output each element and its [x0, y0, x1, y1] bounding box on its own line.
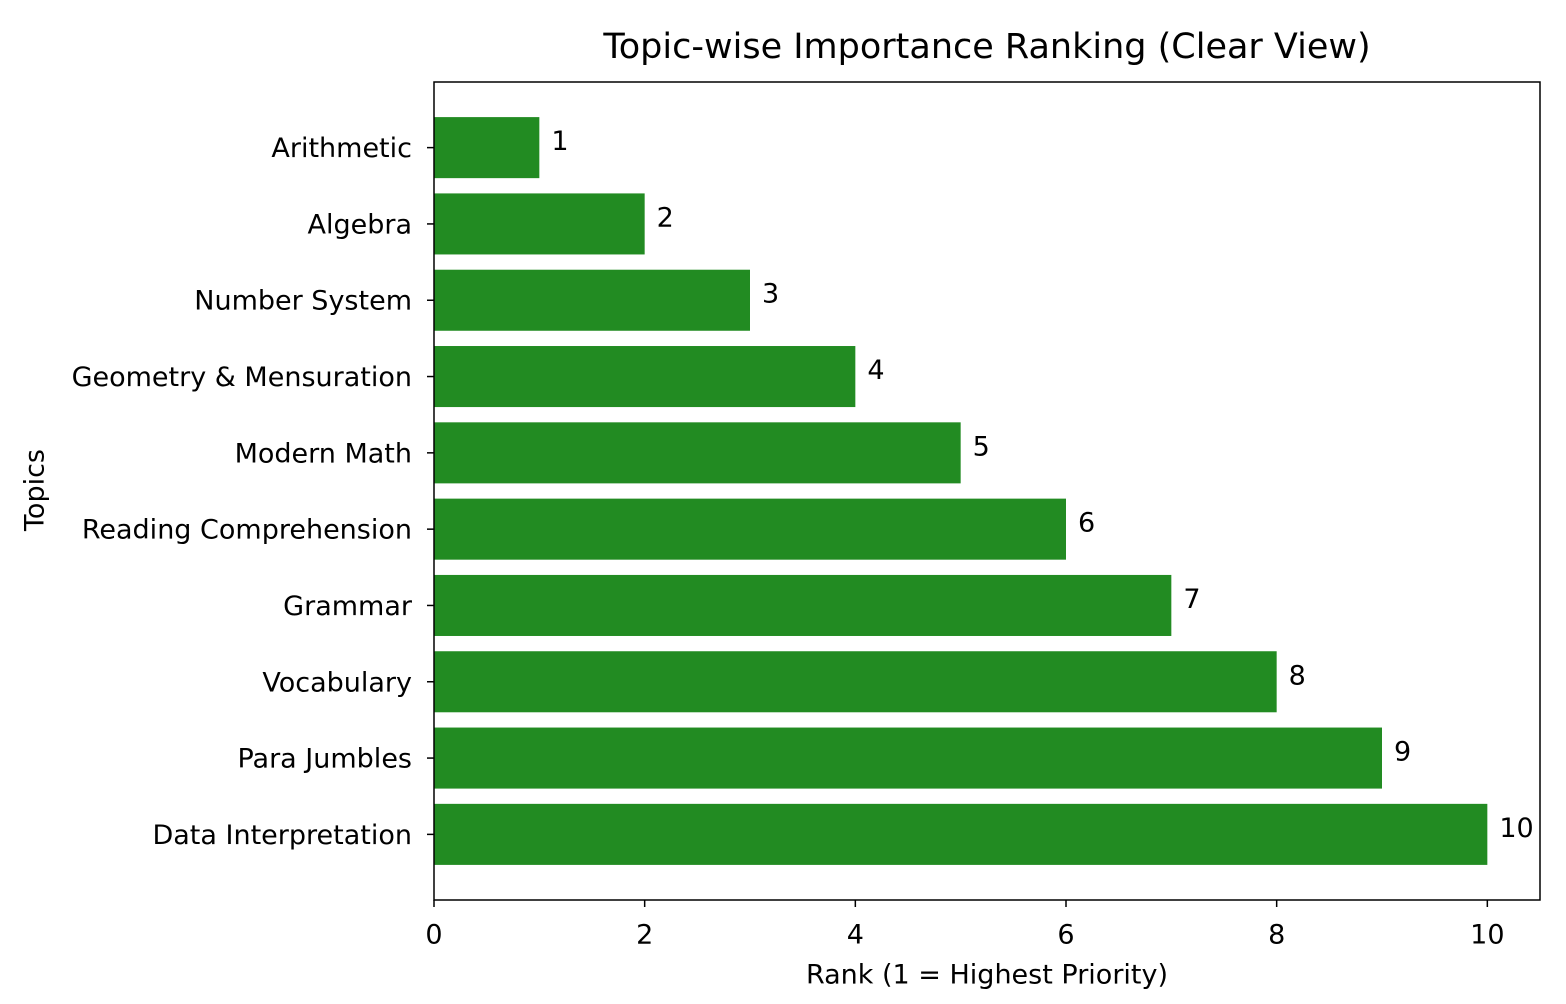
x-tick-label: 4 — [847, 920, 864, 951]
bar — [434, 727, 1382, 789]
bar — [434, 422, 961, 484]
y-axis-label: Topics — [20, 449, 51, 532]
bar — [434, 269, 750, 331]
data-label: 4 — [867, 355, 884, 386]
x-tick-label: 8 — [1268, 920, 1285, 951]
y-tick-label: Reading Comprehension — [82, 515, 412, 546]
data-label: 10 — [1499, 813, 1533, 844]
bar — [434, 193, 645, 255]
x-tick-label: 2 — [636, 920, 653, 951]
data-label: 2 — [657, 202, 674, 233]
y-tick-label: Arithmetic — [271, 133, 412, 164]
x-tick-label: 10 — [1470, 920, 1504, 951]
y-tick-label: Algebra — [307, 209, 412, 240]
bar — [434, 117, 540, 179]
x-tick-label: 6 — [1057, 920, 1074, 951]
x-axis-label: Rank (1 = Highest Priority) — [806, 960, 1168, 991]
chart-title: Topic-wise Importance Ranking (Clear Vie… — [602, 27, 1370, 67]
y-tick-label: Grammar — [283, 591, 413, 622]
data-label: 5 — [973, 431, 990, 462]
y-tick-label: Number System — [194, 286, 412, 317]
data-label: 1 — [551, 126, 568, 157]
data-label: 7 — [1183, 584, 1200, 615]
bar — [434, 574, 1172, 636]
data-label: 8 — [1289, 660, 1306, 691]
bar — [434, 346, 856, 408]
y-tick-label: Data Interpretation — [152, 820, 412, 851]
bar — [434, 803, 1488, 865]
y-tick-label: Modern Math — [235, 438, 412, 469]
y-tick-label: Vocabulary — [262, 667, 412, 698]
data-label: 3 — [762, 279, 779, 310]
x-tick-label: 0 — [425, 920, 442, 951]
y-tick-label: Para Jumbles — [237, 744, 412, 775]
data-label: 6 — [1078, 508, 1095, 539]
bar — [434, 498, 1066, 560]
data-label: 9 — [1394, 737, 1411, 768]
plot-frame — [433, 81, 1541, 901]
y-tick-label: Geometry & Mensuration — [72, 362, 412, 393]
bar — [434, 651, 1277, 713]
